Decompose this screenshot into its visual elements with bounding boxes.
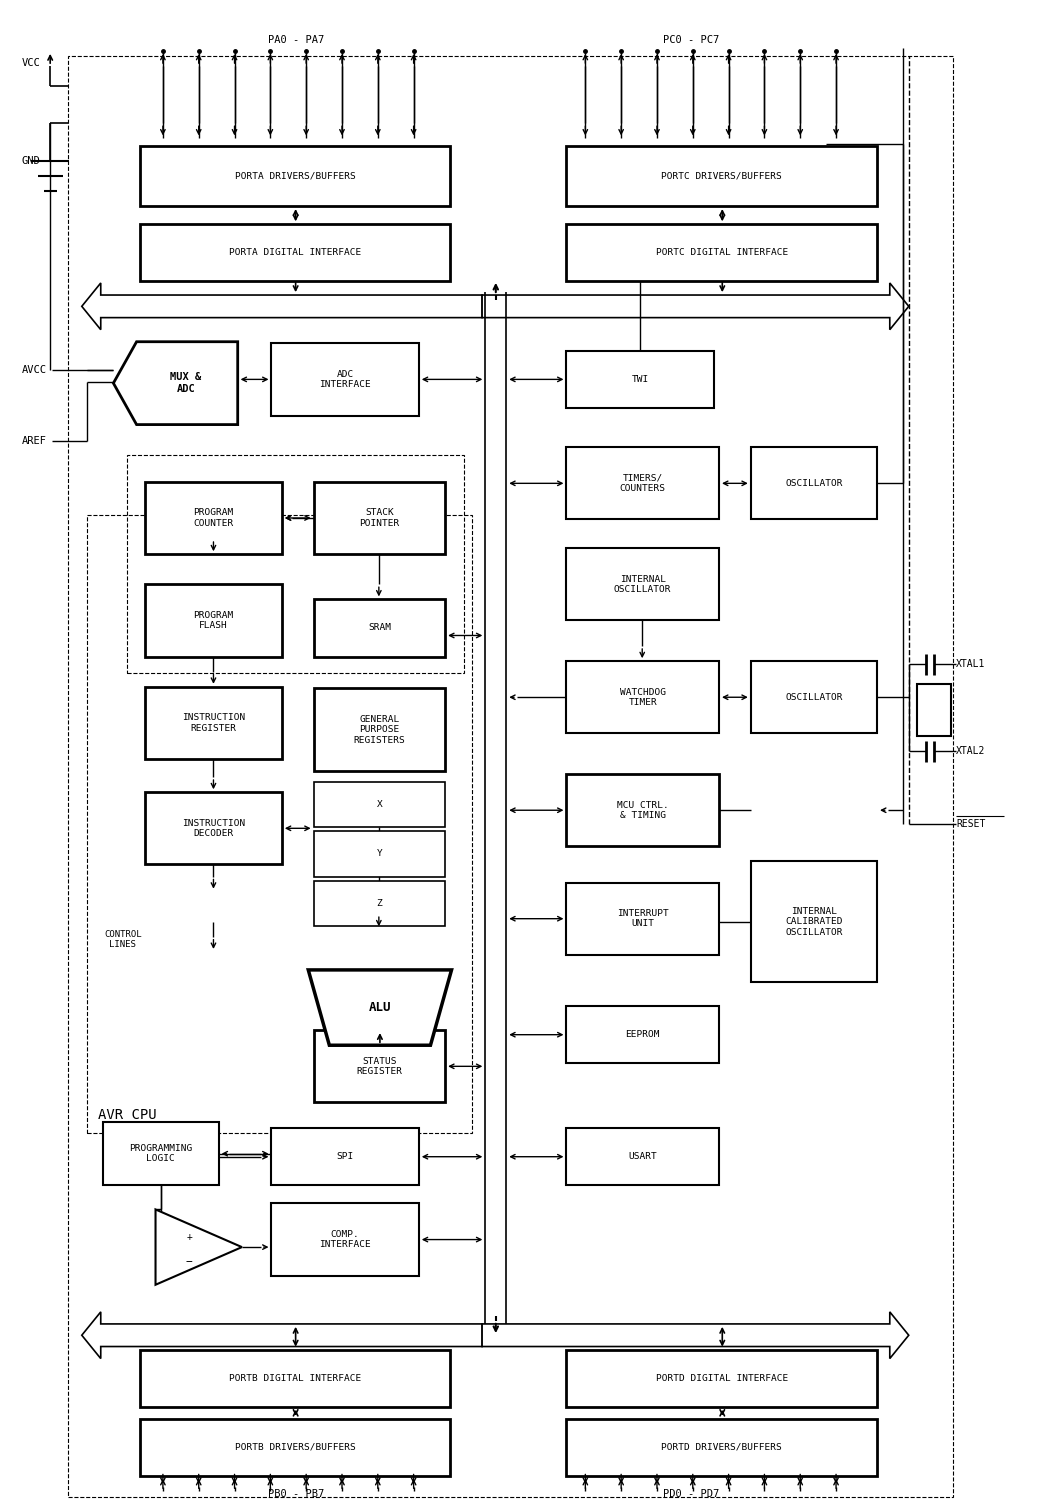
Text: TIMERS/
COUNTERS: TIMERS/ COUNTERS [620, 473, 666, 493]
FancyBboxPatch shape [313, 832, 445, 877]
FancyBboxPatch shape [313, 599, 445, 656]
Text: PROGRAM
FLASH: PROGRAM FLASH [194, 611, 234, 631]
FancyBboxPatch shape [140, 1350, 450, 1406]
FancyBboxPatch shape [567, 661, 719, 733]
FancyBboxPatch shape [313, 1030, 445, 1102]
Text: OSCILLATOR: OSCILLATOR [785, 479, 843, 488]
Polygon shape [156, 1210, 241, 1285]
Text: SRAM: SRAM [367, 623, 391, 632]
FancyBboxPatch shape [751, 448, 877, 520]
Text: PORTA DRIVERS/BUFFERS: PORTA DRIVERS/BUFFERS [235, 171, 356, 180]
FancyBboxPatch shape [103, 1122, 219, 1185]
Text: PROGRAM
COUNTER: PROGRAM COUNTER [194, 508, 234, 528]
FancyBboxPatch shape [567, 145, 877, 206]
FancyBboxPatch shape [140, 145, 450, 206]
Text: MCU CTRL.
& TIMING: MCU CTRL. & TIMING [617, 800, 668, 820]
Text: X: X [377, 800, 382, 809]
Text: OSCILLATOR: OSCILLATOR [785, 692, 843, 702]
FancyBboxPatch shape [567, 1350, 877, 1406]
Text: −: − [186, 1256, 193, 1267]
Text: VCC: VCC [22, 57, 40, 68]
FancyBboxPatch shape [313, 881, 445, 927]
Text: INTERNAL
OSCILLATOR: INTERNAL OSCILLATOR [614, 575, 671, 594]
FancyBboxPatch shape [751, 862, 877, 981]
Text: STATUS
REGISTER: STATUS REGISTER [357, 1057, 402, 1077]
Text: USART: USART [628, 1152, 658, 1161]
Text: SPI: SPI [337, 1152, 354, 1161]
Text: Y: Y [377, 850, 382, 859]
Text: PD0 - PD7: PD0 - PD7 [663, 1489, 719, 1500]
Text: PORTC DRIVERS/BUFFERS: PORTC DRIVERS/BUFFERS [662, 171, 783, 180]
FancyBboxPatch shape [145, 686, 282, 759]
FancyBboxPatch shape [567, 1128, 719, 1185]
FancyBboxPatch shape [313, 782, 445, 827]
Text: XTAL2: XTAL2 [956, 747, 986, 756]
FancyBboxPatch shape [140, 224, 450, 281]
Text: PA0 - PA7: PA0 - PA7 [268, 35, 324, 45]
Text: Z: Z [377, 900, 382, 909]
Text: PC0 - PC7: PC0 - PC7 [663, 35, 719, 45]
Text: XTAL1: XTAL1 [956, 659, 986, 670]
Text: AVCC: AVCC [22, 366, 47, 375]
Text: ADC
INTERFACE: ADC INTERFACE [319, 370, 371, 389]
FancyBboxPatch shape [567, 883, 719, 956]
Text: PROGRAMMING
LOGIC: PROGRAMMING LOGIC [129, 1145, 193, 1163]
FancyBboxPatch shape [567, 351, 714, 408]
FancyBboxPatch shape [145, 792, 282, 865]
Text: INTERNAL
CALIBRATED
OSCILLATOR: INTERNAL CALIBRATED OSCILLATOR [785, 907, 843, 936]
Text: GND: GND [22, 156, 40, 166]
Text: INSTRUCTION
REGISTER: INSTRUCTION REGISTER [182, 714, 245, 732]
Text: +: + [186, 1232, 192, 1241]
FancyBboxPatch shape [567, 549, 719, 620]
FancyBboxPatch shape [145, 482, 282, 553]
FancyBboxPatch shape [271, 1204, 419, 1276]
FancyBboxPatch shape [567, 1005, 719, 1063]
Polygon shape [482, 283, 909, 330]
Polygon shape [82, 283, 482, 330]
Text: PORTD DRIVERS/BUFFERS: PORTD DRIVERS/BUFFERS [662, 1442, 783, 1452]
Text: PB0 - PB7: PB0 - PB7 [268, 1489, 324, 1500]
Text: PORTB DIGITAL INTERFACE: PORTB DIGITAL INTERFACE [229, 1374, 361, 1382]
Text: COMP.
INTERFACE: COMP. INTERFACE [319, 1229, 371, 1249]
Polygon shape [82, 1312, 482, 1359]
Text: PORTB DRIVERS/BUFFERS: PORTB DRIVERS/BUFFERS [235, 1442, 356, 1452]
FancyBboxPatch shape [567, 774, 719, 847]
Text: INSTRUCTION
DECODER: INSTRUCTION DECODER [182, 818, 245, 838]
Text: TWI: TWI [631, 375, 649, 384]
Text: CONTROL
LINES: CONTROL LINES [104, 930, 142, 950]
Text: INTERRUPT
UNIT: INTERRUPT UNIT [617, 909, 668, 928]
Text: MUX &
ADC: MUX & ADC [170, 372, 201, 395]
Text: AREF: AREF [22, 435, 47, 446]
Text: EEPROM: EEPROM [626, 1030, 660, 1039]
Polygon shape [482, 1312, 909, 1359]
FancyBboxPatch shape [145, 584, 282, 656]
FancyBboxPatch shape [313, 482, 445, 553]
FancyBboxPatch shape [140, 1418, 450, 1476]
FancyBboxPatch shape [567, 1418, 877, 1476]
Polygon shape [113, 342, 237, 425]
Text: WATCHDOG
TIMER: WATCHDOG TIMER [620, 688, 666, 708]
Text: PORTD DIGITAL INTERFACE: PORTD DIGITAL INTERFACE [656, 1374, 788, 1382]
FancyBboxPatch shape [271, 343, 419, 416]
Text: PORTC DIGITAL INTERFACE: PORTC DIGITAL INTERFACE [656, 248, 788, 257]
Text: STACK
POINTER: STACK POINTER [359, 508, 399, 528]
Text: RESET: RESET [956, 820, 986, 829]
FancyBboxPatch shape [271, 1128, 419, 1185]
Text: PORTA DIGITAL INTERFACE: PORTA DIGITAL INTERFACE [229, 248, 361, 257]
FancyBboxPatch shape [313, 688, 445, 771]
Text: ALU: ALU [369, 1001, 391, 1015]
Polygon shape [308, 969, 451, 1045]
FancyBboxPatch shape [751, 661, 877, 733]
Text: AVR CPU: AVR CPU [97, 1107, 157, 1122]
FancyBboxPatch shape [567, 448, 719, 520]
FancyBboxPatch shape [567, 224, 877, 281]
FancyBboxPatch shape [917, 683, 951, 736]
Text: GENERAL
PURPOSE
REGISTERS: GENERAL PURPOSE REGISTERS [354, 715, 406, 744]
